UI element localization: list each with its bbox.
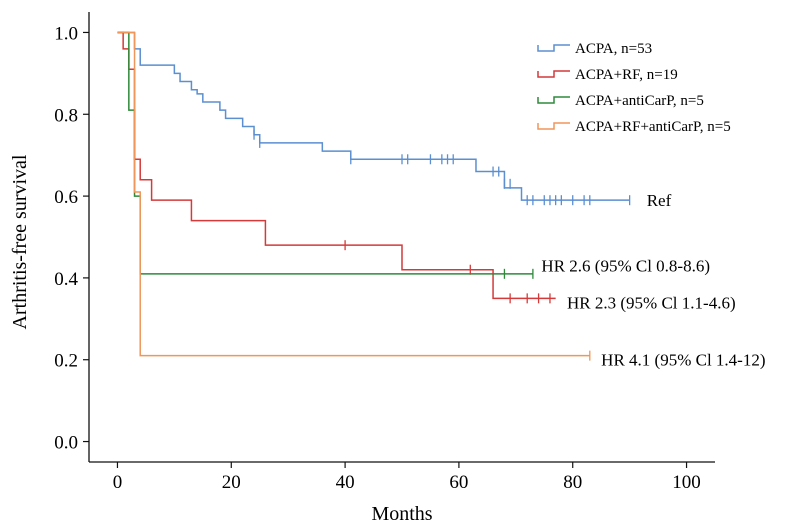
x-tick-label: 100 <box>672 472 701 493</box>
y-tick-label: 1.0 <box>54 23 78 44</box>
annotations: Ref HR 2.6 (95% Cl 0.8-8.6) HR 2.3 (95% Cl… <box>541 191 765 370</box>
legend: ACPA, n=53 ACPA+RF, n=19 ACPA+antiCarP, n=… <box>537 41 731 135</box>
y-tick-label: 0.0 <box>54 433 78 454</box>
survival-curve <box>117 31 533 275</box>
legend-label: ACPA+antiCarP, n=5 <box>575 93 704 109</box>
series-0 <box>117 31 631 206</box>
hr-annotation: HR 2.3 (95% Cl 1.1-4.6) <box>567 293 736 312</box>
y-tick-label: 0.4 <box>54 269 78 290</box>
x-tick-label: 0 <box>113 472 123 493</box>
hr-annotation: HR 2.6 (95% Cl 0.8-8.6) <box>541 257 710 276</box>
series-2 <box>117 31 534 279</box>
legend-swatch <box>537 96 570 104</box>
survival-curve <box>117 31 630 201</box>
x-axis-title: Months <box>371 503 432 524</box>
legend-swatch <box>537 44 570 52</box>
x-tick-label: 80 <box>563 472 582 493</box>
y-tick-label: 0.2 <box>54 351 78 372</box>
hr-annotation: Ref <box>647 191 672 210</box>
survival-curve <box>117 31 590 357</box>
x-tick-label: 20 <box>222 472 241 493</box>
legend-label: ACPA+RF+antiCarP, n=5 <box>575 119 731 135</box>
y-axis-title: Arthritis-free survival <box>9 154 31 329</box>
series-1 <box>117 31 556 304</box>
survival-curves <box>117 31 631 361</box>
y-tick-label: 0.6 <box>54 187 78 208</box>
legend-label: ACPA, n=53 <box>575 41 652 57</box>
legend-swatch <box>537 122 570 130</box>
x-tick-label: 40 <box>336 472 355 493</box>
y-tick-label: 0.8 <box>54 105 78 126</box>
legend-swatch <box>537 70 570 78</box>
survival-curve <box>117 31 556 300</box>
axes: 0 20 40 60 80 100 0.0 0.2 0.4 0.6 0.8 1.0 Months Arth… <box>9 12 715 524</box>
hr-annotation: HR 4.1 (95% Cl 1.4-12) <box>601 351 765 370</box>
legend-label: ACPA+RF, n=19 <box>575 67 678 83</box>
series-3 <box>117 31 591 361</box>
x-tick-label: 60 <box>449 472 468 493</box>
